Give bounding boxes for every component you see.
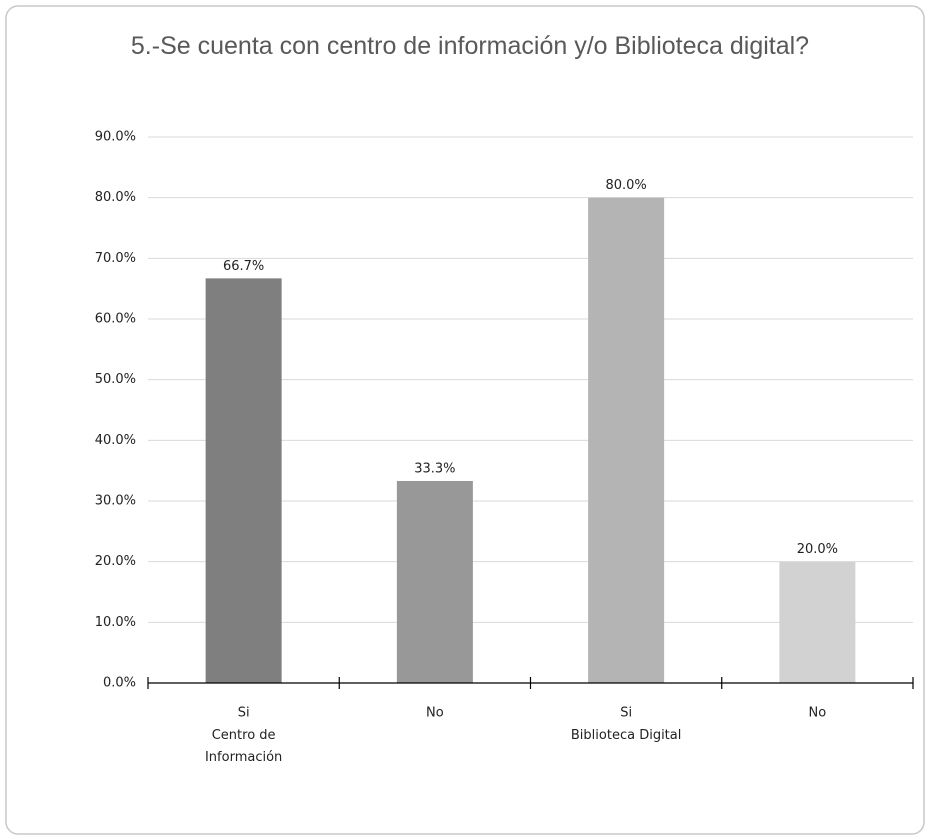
bar bbox=[205, 278, 282, 683]
y-tick-label: 80.0% bbox=[95, 190, 136, 205]
y-tick-label: 20.0% bbox=[95, 554, 136, 569]
y-tick-label: 40.0% bbox=[95, 433, 136, 448]
y-tick-label: 70.0% bbox=[95, 251, 136, 266]
x-tick-label: Si bbox=[238, 706, 250, 721]
y-tick-label: 0.0% bbox=[103, 676, 136, 691]
bar bbox=[396, 480, 473, 683]
x-group-label: Centro de Información bbox=[204, 728, 283, 765]
data-label: 20.0% bbox=[797, 542, 838, 557]
chart-frame bbox=[5, 5, 925, 835]
x-group-label: Biblioteca Digital bbox=[570, 728, 682, 743]
y-tick-label: 50.0% bbox=[95, 372, 136, 387]
x-tick-label: No bbox=[809, 706, 827, 721]
bar bbox=[588, 197, 665, 683]
y-tick-label: 60.0% bbox=[95, 312, 136, 327]
data-label: 66.7% bbox=[223, 259, 264, 274]
x-tick-label: No bbox=[426, 706, 444, 721]
data-label: 80.0% bbox=[605, 178, 646, 193]
y-tick-label: 90.0% bbox=[95, 130, 136, 145]
y-tick-label: 10.0% bbox=[95, 615, 136, 630]
chart-title: 5.-Se cuenta con centro de información y… bbox=[130, 32, 810, 60]
x-tick-label: Si bbox=[620, 706, 632, 721]
bar bbox=[779, 561, 856, 683]
data-label: 33.3% bbox=[414, 461, 455, 476]
y-tick-label: 30.0% bbox=[95, 494, 136, 509]
